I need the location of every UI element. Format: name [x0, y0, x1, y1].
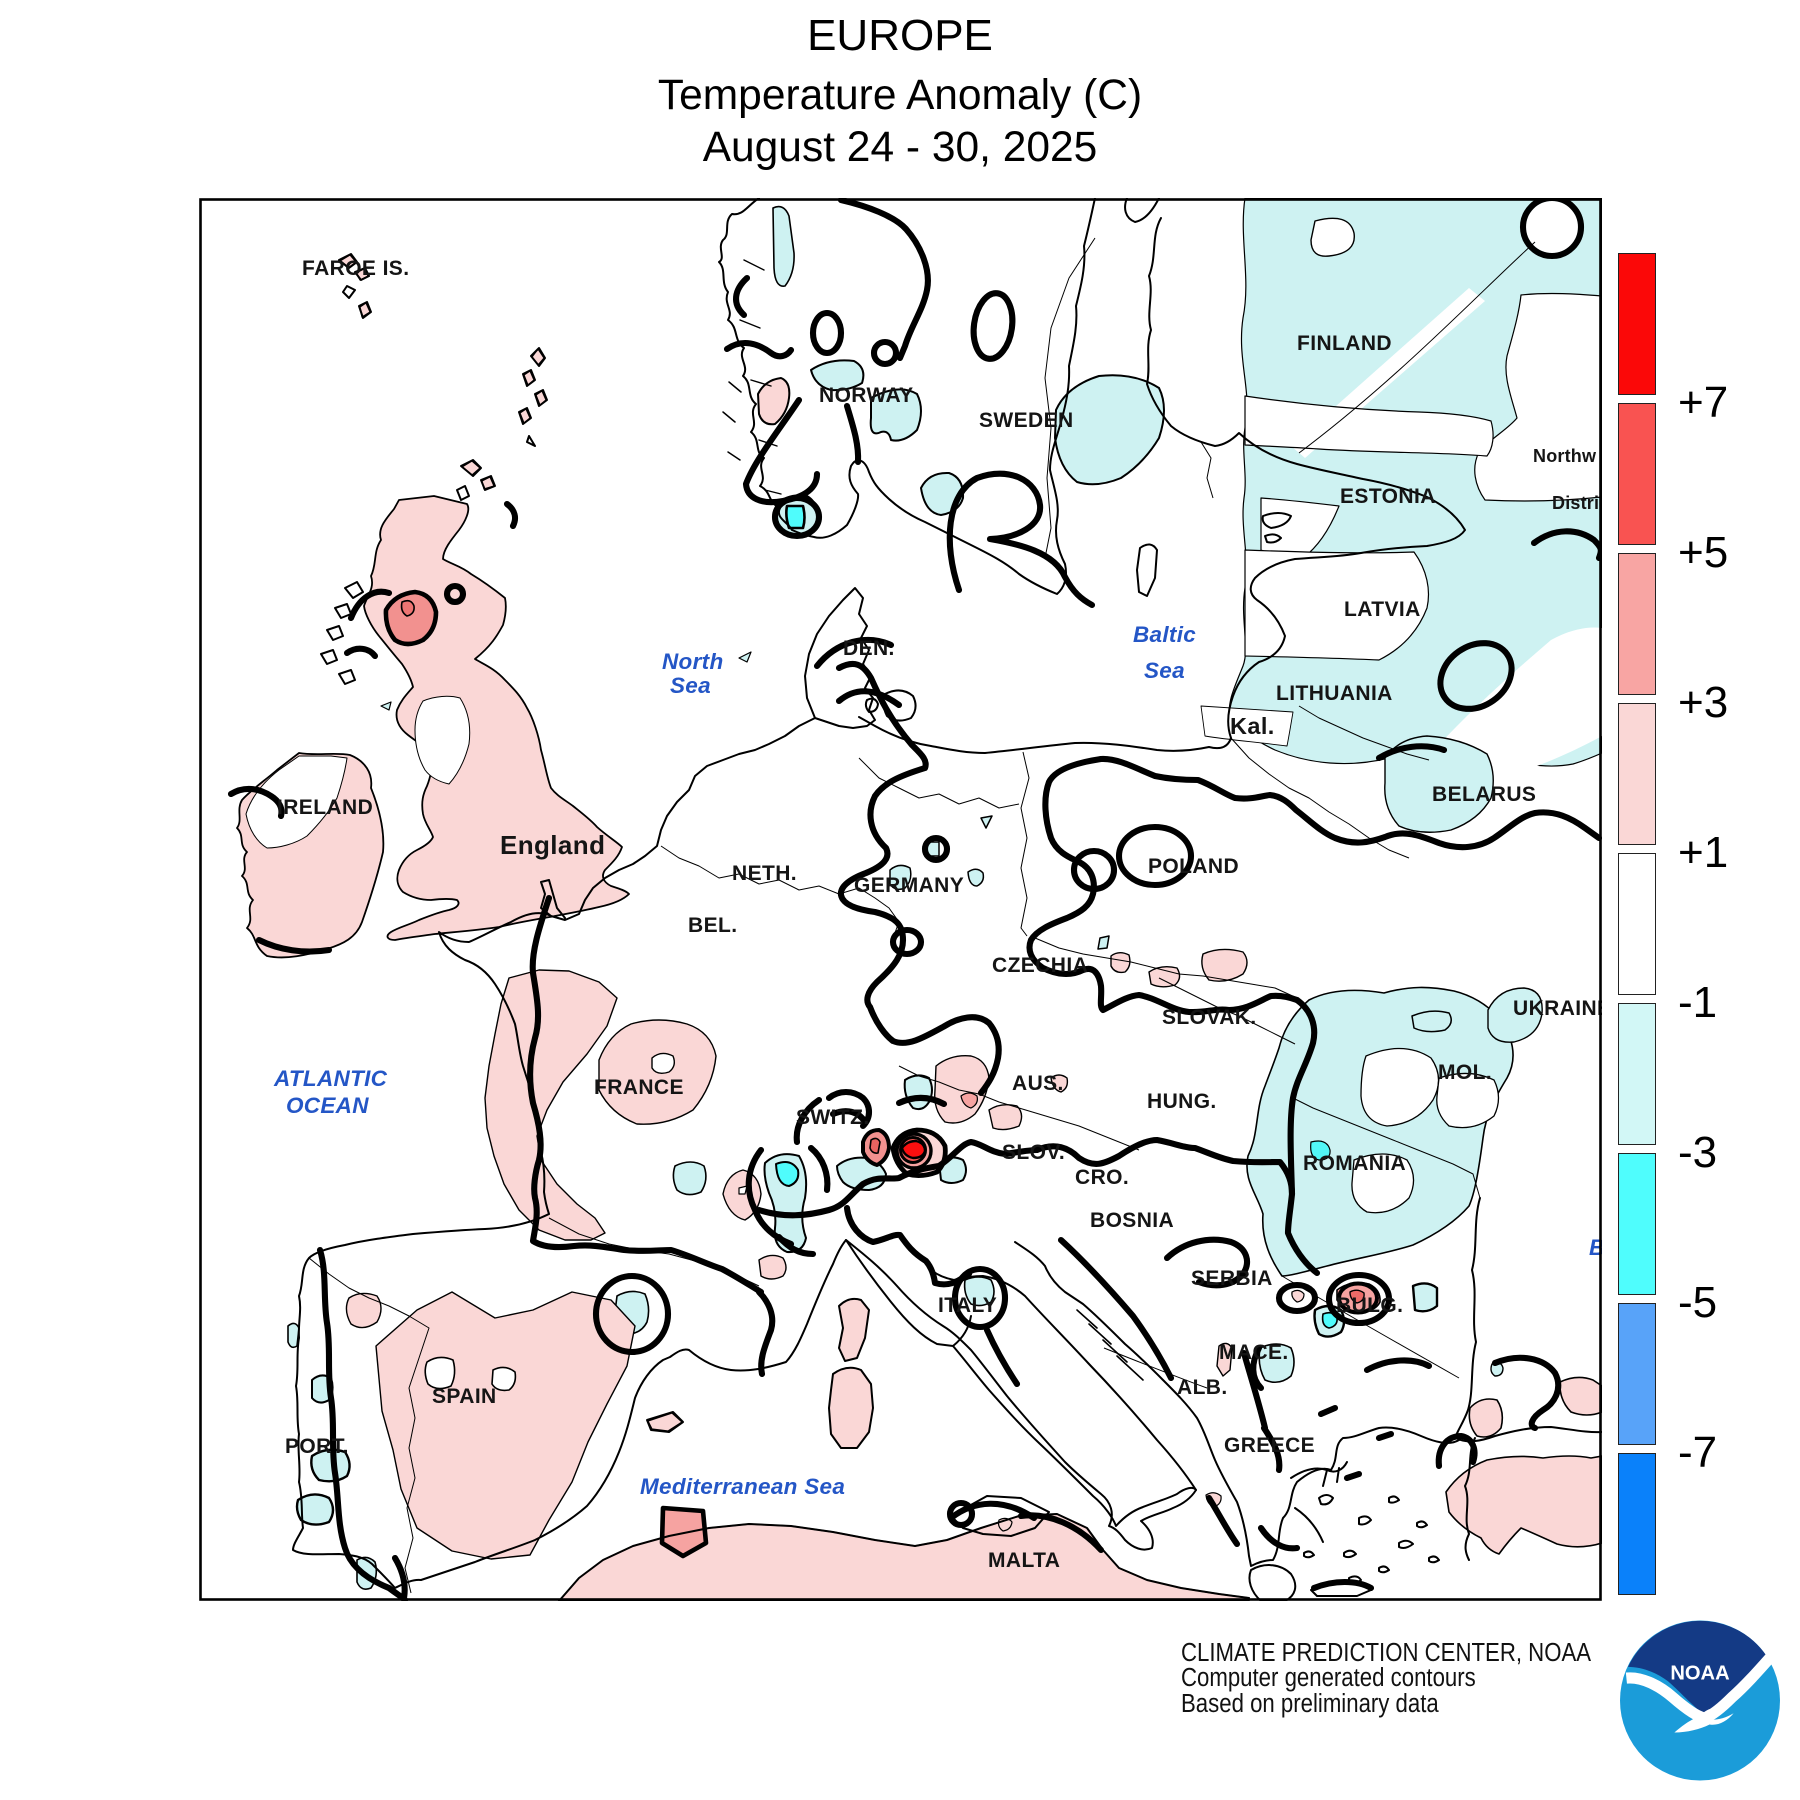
svg-text:ROMANIA: ROMANIA: [1303, 1152, 1406, 1175]
svg-text:DEN.: DEN.: [843, 637, 895, 660]
svg-text:ESTONIA: ESTONIA: [1340, 485, 1436, 508]
svg-text:Kal.: Kal.: [1230, 713, 1275, 739]
svg-text:PORT.: PORT.: [285, 1435, 349, 1458]
svg-text:FRANCE: FRANCE: [594, 1076, 684, 1099]
svg-text:LATVIA: LATVIA: [1344, 598, 1421, 621]
svg-text:SPAIN: SPAIN: [432, 1385, 497, 1408]
svg-text:HUNG.: HUNG.: [1147, 1090, 1217, 1113]
svg-text:BOSNIA: BOSNIA: [1090, 1209, 1174, 1232]
svg-text:BULG.: BULG.: [1336, 1294, 1403, 1317]
svg-text:MALTA: MALTA: [988, 1549, 1060, 1572]
svg-text:Distri: Distri: [1552, 493, 1599, 513]
svg-text:Sea: Sea: [1144, 658, 1185, 683]
svg-text:ALB.: ALB.: [1177, 1376, 1228, 1399]
svg-text:NOAA: NOAA: [1670, 1663, 1730, 1685]
svg-text:LITHUANIA: LITHUANIA: [1276, 682, 1393, 705]
svg-text:OCEAN: OCEAN: [286, 1093, 369, 1118]
svg-text:UKRAINE: UKRAINE: [1513, 997, 1602, 1020]
svg-text:AUS.: AUS.: [1012, 1072, 1064, 1095]
svg-text:MOL.: MOL.: [1438, 1061, 1492, 1084]
svg-text:ATLANTIC: ATLANTIC: [273, 1066, 388, 1091]
svg-text:Northw: Northw: [1533, 446, 1597, 466]
svg-text:England: England: [500, 830, 605, 860]
svg-text:CZECHIA: CZECHIA: [992, 954, 1088, 977]
svg-text:BEL.: BEL.: [688, 914, 737, 937]
svg-text:BELARUS: BELARUS: [1432, 783, 1536, 806]
svg-text:SLOV.: SLOV.: [1002, 1141, 1065, 1164]
svg-text:Mediterranean Sea: Mediterranean Sea: [640, 1474, 845, 1499]
svg-text:Baltic: Baltic: [1133, 622, 1196, 647]
svg-text:North: North: [662, 649, 724, 674]
svg-text:MACE.: MACE.: [1219, 1341, 1289, 1364]
svg-text:ITALY: ITALY: [938, 1294, 997, 1317]
svg-text:SERBIA: SERBIA: [1191, 1267, 1273, 1290]
svg-text:SWEDEN: SWEDEN: [979, 409, 1074, 432]
svg-text:GREECE: GREECE: [1224, 1434, 1315, 1457]
svg-text:FINLAND: FINLAND: [1297, 332, 1392, 355]
svg-text:CRO.: CRO.: [1075, 1166, 1129, 1189]
svg-text:Sea: Sea: [670, 673, 711, 698]
svg-text:B: B: [1589, 1235, 1602, 1260]
svg-text:GERMANY: GERMANY: [854, 874, 964, 897]
svg-text:SWITZ.: SWITZ.: [796, 1106, 870, 1129]
svg-text:NORWAY: NORWAY: [819, 384, 914, 407]
svg-text:NETH.: NETH.: [732, 862, 797, 885]
svg-text:POLAND: POLAND: [1148, 855, 1239, 878]
svg-text:IRELAND: IRELAND: [277, 796, 373, 819]
svg-text:SLOVAK.: SLOVAK.: [1162, 1006, 1257, 1029]
svg-text:FAROE IS.: FAROE IS.: [302, 257, 409, 280]
